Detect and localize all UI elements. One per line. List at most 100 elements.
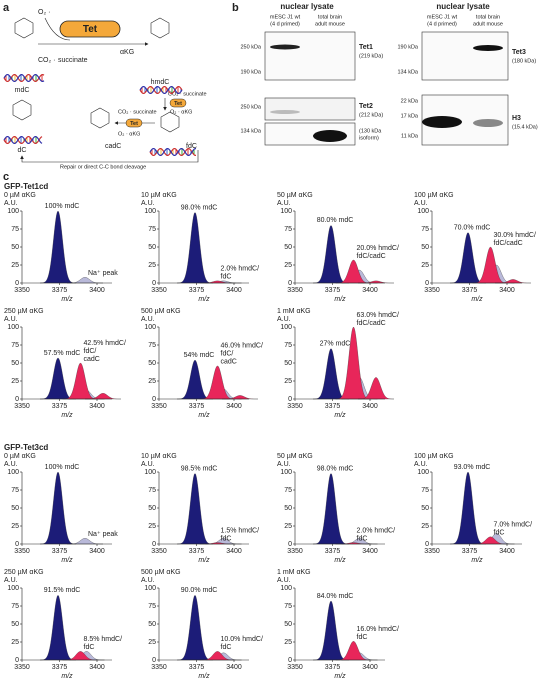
blot	[264, 97, 356, 121]
y-tick-label: 75	[284, 603, 292, 610]
peak-label: fdC/	[221, 351, 234, 358]
y-tick-label: 75	[148, 342, 156, 349]
x-tick-label: 3375	[189, 287, 205, 294]
peak-label: 84.0% mdC	[317, 593, 354, 600]
x-axis-label: m/z	[334, 557, 346, 564]
x-tick-label: 3350	[14, 664, 30, 671]
y-tick-label: 50	[148, 505, 156, 512]
blot	[421, 31, 509, 81]
y-tick-label: 100	[7, 585, 19, 592]
arrow	[44, 17, 71, 41]
y-tick-label: 100	[144, 469, 156, 476]
y-tick-label: 0	[152, 396, 156, 403]
y-tick-label: 50	[11, 621, 19, 628]
x-axis-label: m/z	[61, 673, 73, 680]
x-axis-label: m/z	[198, 412, 210, 419]
panel-b: b nuclear lysate mESC J1 wt (4 d primed)…	[232, 2, 538, 146]
peak-label: fdC	[221, 274, 232, 281]
peak-label: 90.0% mdC	[181, 587, 218, 594]
x-tick-label: 3350	[287, 403, 303, 410]
y-tick-label: 75	[148, 226, 156, 233]
y-axis-label: A.U.	[414, 200, 428, 207]
enzyme-box	[169, 98, 187, 108]
x-tick-label: 3375	[189, 664, 205, 671]
x-tick-label: 3400	[89, 287, 105, 294]
peak	[357, 377, 395, 400]
group-title: GFP-Tet3cd	[4, 443, 48, 452]
lane-label: adult mouse	[473, 21, 503, 27]
peak-label: 7.0% hmdC/	[494, 522, 533, 529]
y-tick-label: 100	[144, 208, 156, 215]
protein-size: isoform)	[359, 135, 379, 141]
condition: 1 mM αKG	[277, 308, 311, 315]
peak	[176, 212, 214, 284]
peak	[312, 473, 350, 545]
peak	[39, 357, 77, 400]
peak-label: 2.0% hmdC/	[357, 527, 396, 534]
peak-label: fdC	[221, 644, 232, 651]
y-tick-label: 50	[284, 360, 292, 367]
y-tick-label: 50	[284, 244, 292, 251]
condition: 1 mM αKG	[277, 569, 311, 576]
peak-label: 42.5% hmdC/	[84, 340, 126, 347]
peak	[312, 225, 350, 284]
x-tick-label: 3350	[14, 403, 30, 410]
enzyme-box	[125, 118, 143, 128]
x-tick-label: 3350	[424, 548, 440, 555]
lane-label: total brain	[318, 14, 342, 20]
lane-label: mESC J1 wt	[270, 14, 301, 20]
x-tick-label: 3400	[362, 403, 378, 410]
y-tick-label: 75	[11, 487, 19, 494]
y-axis-label: A.U.	[141, 316, 155, 323]
peak-label: fdC	[357, 535, 368, 542]
y-axis-label: A.U.	[4, 200, 18, 207]
peak-label: 100% mdC	[45, 203, 80, 210]
panel-a: a O₂ · Tet αKG CO₂ · succinate mdC hmdC …	[3, 2, 207, 171]
peak-label: 8.5% hmdC/	[84, 636, 123, 643]
peak-label: 80.0% mdC	[317, 217, 354, 224]
peak-label: 100% mdC	[45, 464, 80, 471]
y-tick-label: 25	[284, 378, 292, 385]
y-tick-label: 50	[148, 621, 156, 628]
protein-size: (130 kDa	[359, 128, 382, 134]
reagent: O₂ · αKG	[118, 131, 140, 137]
y-tick-label: 25	[421, 523, 429, 530]
y-tick-label: 50	[284, 505, 292, 512]
enzyme: Tet	[130, 121, 138, 127]
condition: 50 µM αKG	[277, 453, 313, 460]
reagent: O₂ · αKG	[170, 109, 192, 115]
structure	[14, 17, 34, 39]
x-tick-label: 3400	[226, 664, 242, 671]
y-tick-label: 100	[280, 208, 292, 215]
group-title: GFP-Tet1cd	[4, 182, 48, 191]
condition: 250 µM αKG	[4, 569, 44, 576]
y-tick-label: 75	[11, 226, 19, 233]
x-tick-label: 3400	[89, 403, 105, 410]
lane-label: adult mouse	[315, 21, 345, 27]
y-tick-label: 0	[425, 541, 429, 548]
x-tick-label: 3375	[52, 287, 68, 294]
dna-strand	[139, 85, 183, 95]
y-tick-label: 25	[284, 639, 292, 646]
x-axis-label: m/z	[61, 557, 73, 564]
lane-label: total brain	[476, 14, 500, 20]
y-tick-label: 75	[421, 487, 429, 494]
blot	[264, 31, 356, 81]
y-tick-label: 100	[7, 208, 19, 215]
peak	[67, 277, 103, 284]
y-tick-label: 75	[421, 226, 429, 233]
condition: 50 µM αKG	[277, 192, 313, 199]
y-tick-label: 0	[152, 657, 156, 664]
y-tick-label: 25	[11, 378, 19, 385]
peak-label: Na⁺ peak	[88, 270, 118, 277]
peak	[176, 594, 214, 661]
x-axis-label: m/z	[61, 412, 73, 419]
enzyme: Tet	[83, 24, 98, 35]
peak-label: cadC	[84, 356, 100, 363]
peak	[67, 538, 103, 545]
peak	[312, 600, 350, 661]
y-tick-label: 100	[7, 324, 19, 331]
dna-strand	[3, 73, 45, 83]
peak	[335, 326, 372, 400]
y-tick-label: 75	[284, 342, 292, 349]
